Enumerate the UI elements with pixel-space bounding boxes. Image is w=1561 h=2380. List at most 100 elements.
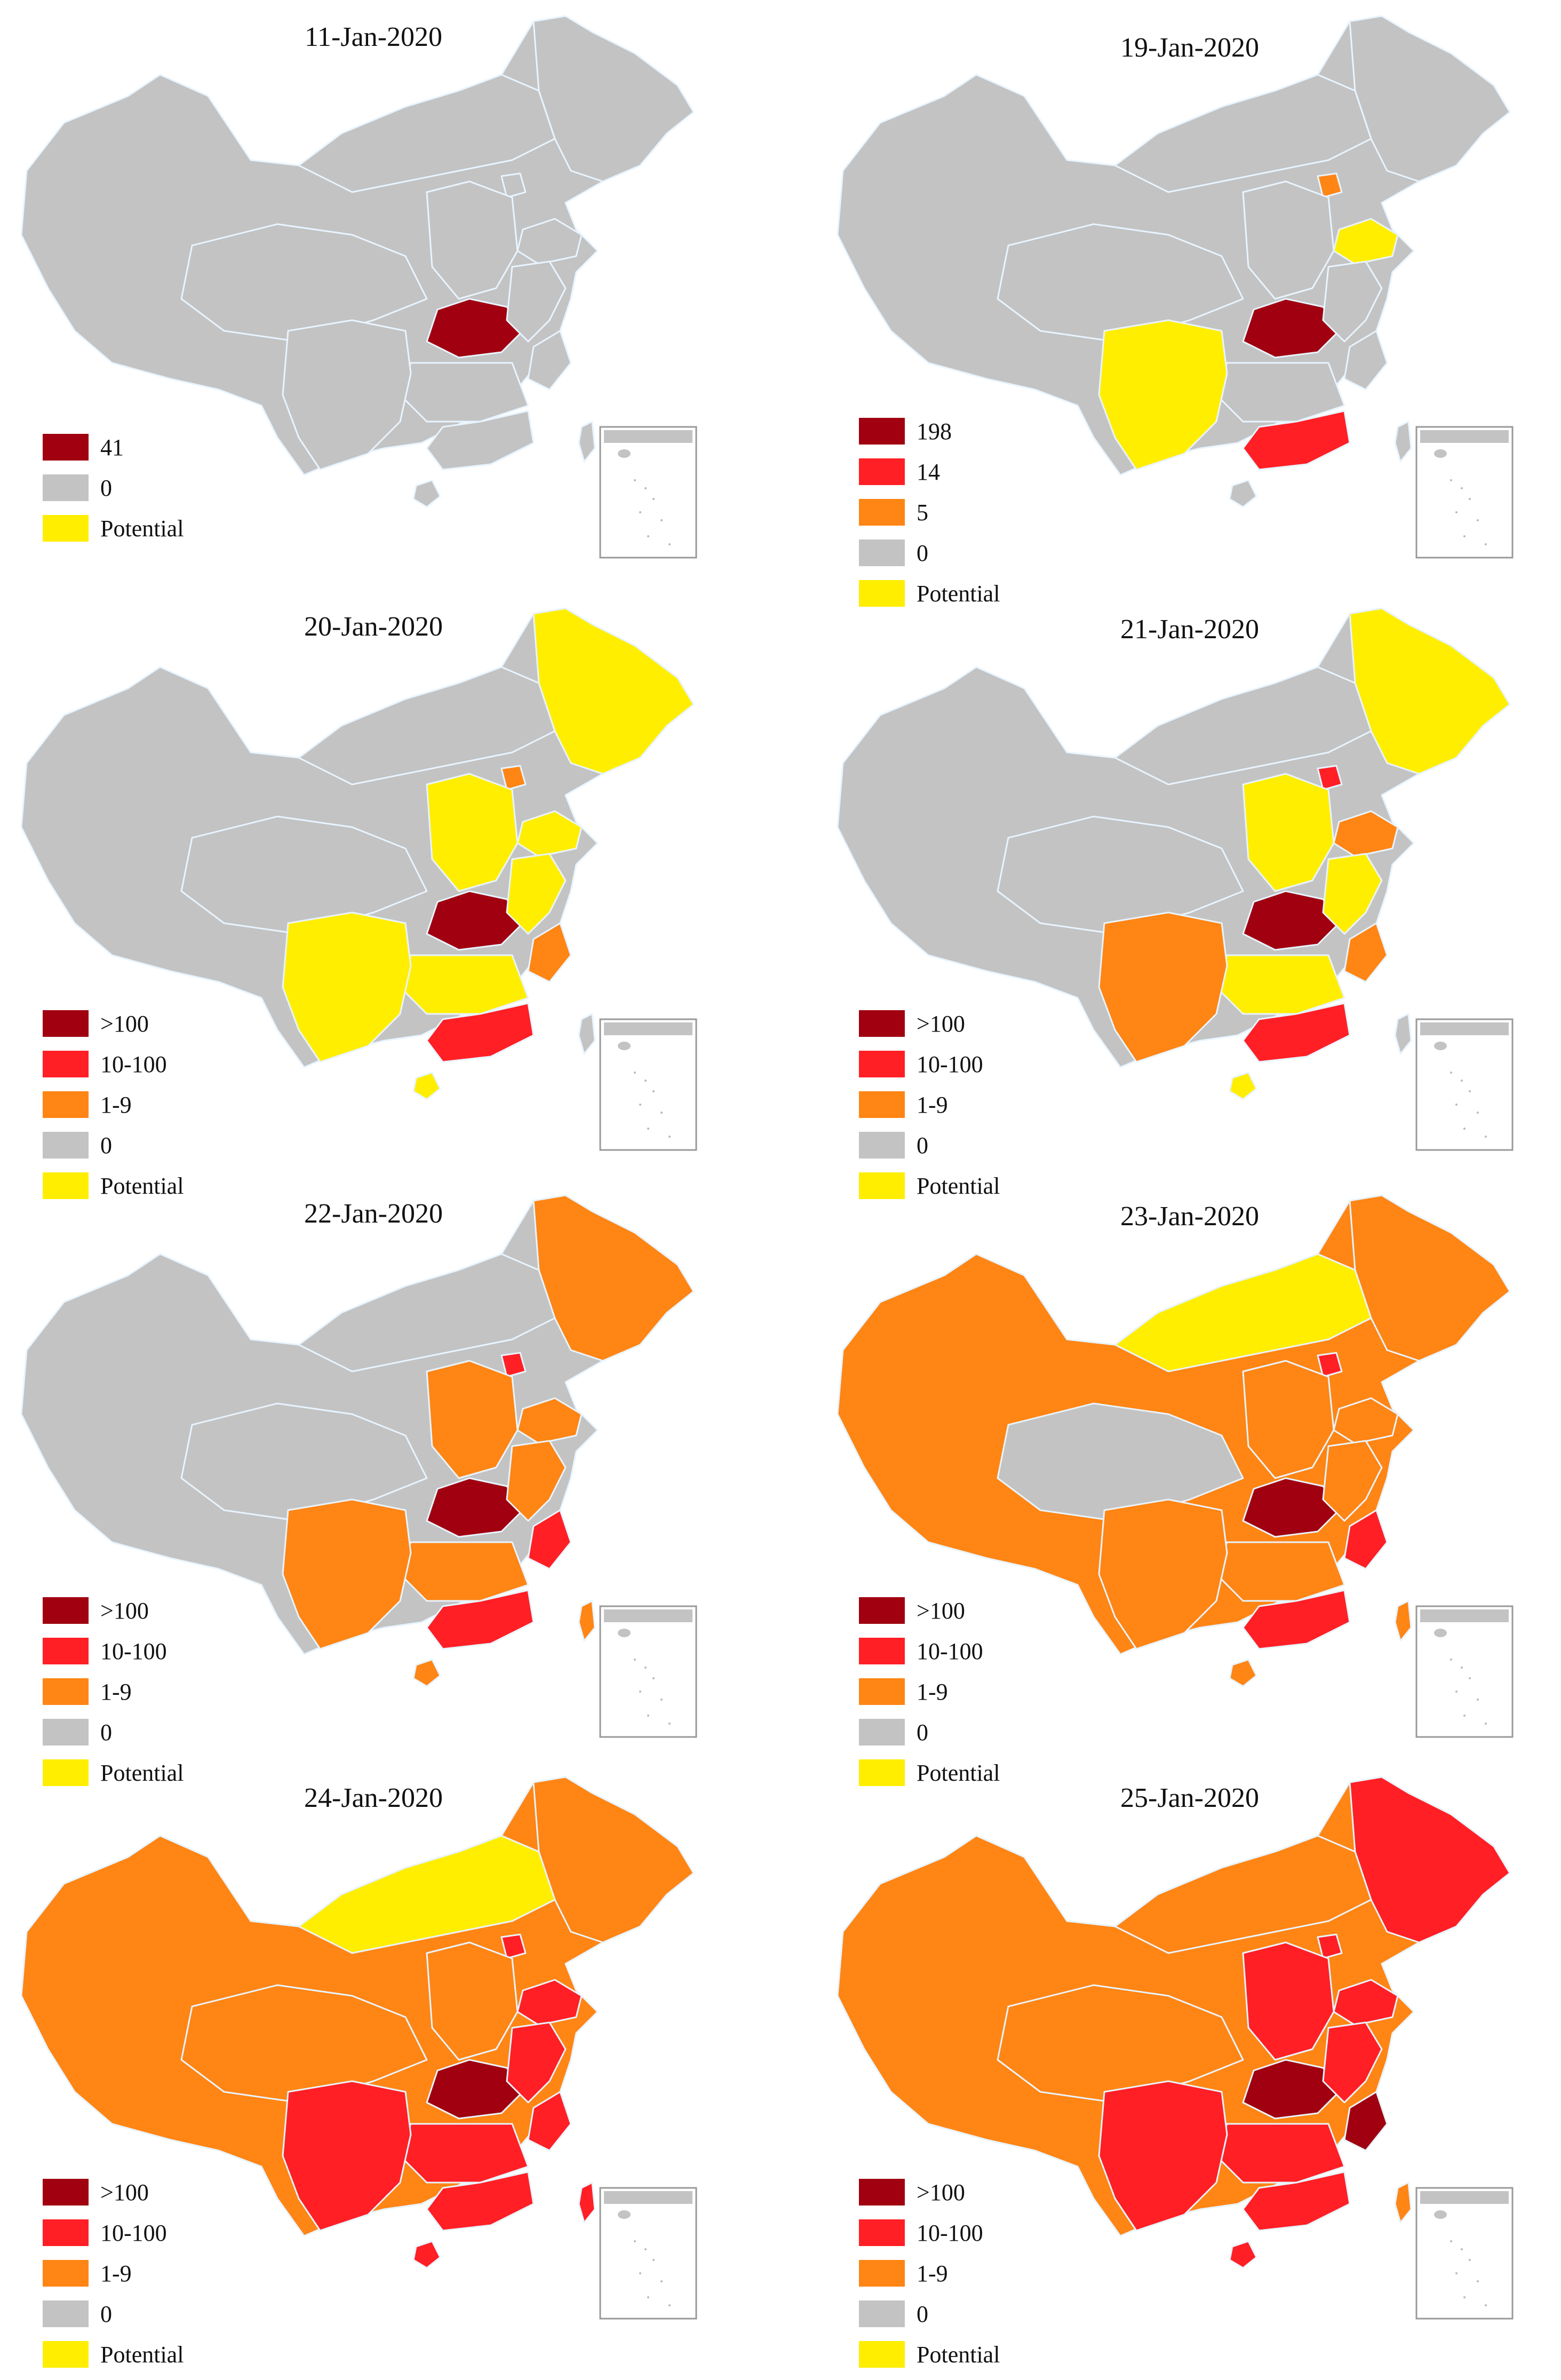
- legend-item: Potential: [859, 1752, 1000, 1793]
- legend-swatch: [859, 1172, 905, 1199]
- map-panel-2: 19-Jan-2020 198 14 5 0 Potential: [816, 0, 1561, 607]
- legend-label: 1-9: [917, 1091, 948, 1118]
- legend-item: Potential: [859, 573, 1000, 614]
- legend-item: Potential: [43, 1752, 184, 1793]
- south-china-sea-inset: [1415, 1605, 1514, 1738]
- legend-item: >100: [43, 1590, 184, 1631]
- legend-label: 41: [100, 434, 124, 461]
- legend-item: Potential: [859, 1165, 1000, 1206]
- legend-item: 10-100: [43, 1044, 184, 1084]
- legend-swatch: [859, 499, 905, 526]
- south-china-sea-inset: [599, 426, 697, 559]
- region-north: [1114, 1253, 1372, 1373]
- region-central-north: [1242, 1941, 1335, 2061]
- panel-title: 22-Jan-2020: [304, 1199, 443, 1229]
- region-east: [1322, 260, 1383, 343]
- region-hubei: [426, 2059, 524, 2120]
- legend-label: Potential: [917, 580, 1000, 607]
- legend-item: Potential: [43, 1165, 184, 1206]
- legend-label: Potential: [100, 1172, 184, 1199]
- region-central-north: [1242, 773, 1335, 892]
- legend-label: Potential: [917, 2341, 1000, 2368]
- region-south-central: [399, 954, 529, 1015]
- legend-item: 0: [43, 467, 184, 508]
- region-west-central: [997, 1984, 1244, 2104]
- china-map: [20, 1194, 697, 1738]
- legend-swatch: [43, 1051, 89, 1077]
- region-north: [1114, 74, 1372, 193]
- map-panel-5: 22-Jan-2020 >100 10-100 1-9 0 Potential: [0, 1179, 747, 1786]
- map-panel-6: 23-Jan-2020 >100 10-100 1-9 0 Potential: [816, 1179, 1561, 1786]
- region-west-central: [180, 815, 428, 935]
- legend-swatch: [43, 1678, 89, 1705]
- region-central-north: [1242, 180, 1335, 300]
- legend-label: >100: [917, 2179, 965, 2206]
- region-central-north: [426, 180, 519, 300]
- region-taiwan: [1394, 421, 1412, 463]
- legend-label: 1-9: [917, 2260, 948, 2287]
- legend-label: >100: [917, 1010, 965, 1037]
- legend-item: 0: [43, 1712, 184, 1752]
- legend-item: 10-100: [43, 1631, 184, 1671]
- legend-item: 1-9: [43, 1084, 184, 1125]
- china-map: [837, 1776, 1514, 2320]
- map-legend: >100 10-100 1-9 0 Potential: [43, 1590, 184, 1793]
- region-south-central: [1215, 954, 1345, 1015]
- legend-swatch: [859, 1719, 905, 1746]
- legend-label: Potential: [100, 1759, 184, 1786]
- region-hubei: [426, 1477, 524, 1538]
- region-taiwan: [578, 1600, 596, 1642]
- panel-title: 25-Jan-2020: [1120, 1783, 1259, 1813]
- legend-item: 1-9: [859, 1084, 1000, 1125]
- legend-label: 10-100: [100, 2219, 167, 2246]
- legend-swatch: [43, 1719, 89, 1746]
- legend-swatch: [859, 1132, 905, 1159]
- region-east: [506, 853, 567, 935]
- south-china-sea-inset: [1415, 426, 1514, 559]
- region-hubei: [426, 298, 524, 359]
- region-zhejiang: [1343, 330, 1388, 391]
- legend-item: 1-9: [43, 1671, 184, 1712]
- legend-item: >100: [859, 2172, 1000, 2212]
- legend-item: Potential: [43, 2334, 184, 2375]
- legend-label: 1-9: [917, 1678, 948, 1705]
- legend-item: 5: [859, 492, 1000, 533]
- legend-label: 0: [100, 2300, 112, 2327]
- china-map: [20, 607, 697, 1151]
- legend-swatch: [859, 1638, 905, 1664]
- legend-label: Potential: [100, 515, 184, 542]
- region-east: [506, 260, 567, 343]
- panel-title: 21-Jan-2020: [1120, 614, 1259, 645]
- legend-item: 1-9: [43, 2253, 184, 2294]
- legend-label: 0: [917, 1132, 928, 1159]
- legend-item: 0: [859, 533, 1000, 573]
- region-east: [1322, 2021, 1383, 2104]
- legend-item: 10-100: [859, 1044, 1000, 1084]
- region-west-central: [180, 1402, 428, 1522]
- region-beijing: [500, 172, 527, 199]
- region-north: [298, 1835, 556, 1954]
- legend-label: 0: [100, 1132, 112, 1159]
- legend-item: >100: [43, 2172, 184, 2212]
- panel-title: 23-Jan-2020: [1120, 1201, 1259, 1232]
- region-zhejiang: [1343, 2091, 1388, 2152]
- legend-label: 198: [917, 418, 952, 445]
- region-beijing: [1317, 172, 1343, 199]
- legend-swatch: [859, 2179, 905, 2206]
- legend-swatch: [859, 2260, 905, 2287]
- region-south-central: [399, 2123, 529, 2184]
- map-panel-1: 11-Jan-2020 41 0 Potential: [0, 0, 747, 560]
- legend-item: 0: [859, 2294, 1000, 2334]
- legend-swatch: [859, 1597, 905, 1624]
- legend-item: >100: [859, 1003, 1000, 1044]
- region-east: [1322, 1440, 1383, 1522]
- legend-label: 10-100: [917, 1638, 983, 1664]
- panel-title: 11-Jan-2020: [304, 22, 443, 52]
- south-china-sea-inset: [599, 1605, 697, 1738]
- south-china-sea-inset: [1415, 1018, 1514, 1151]
- map-legend: 41 0 Potential: [43, 427, 184, 549]
- legend-swatch: [43, 474, 89, 501]
- legend-swatch: [43, 1010, 89, 1037]
- region-beijing: [1317, 1933, 1343, 1959]
- legend-swatch: [859, 2300, 905, 2327]
